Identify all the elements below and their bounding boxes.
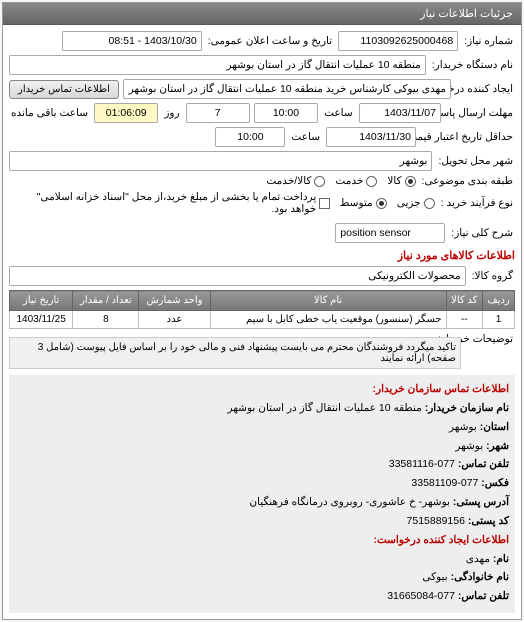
items-section-title: اطلاعات کالاهای مورد نیاز: [9, 249, 515, 262]
radio-small-label: جزیی: [397, 197, 421, 209]
datetime-field: 1403/10/30 - 08:51: [62, 31, 202, 51]
contact-button[interactable]: اطلاعات تماس خریدار: [9, 80, 119, 99]
buyer-dev-field: منطقه 10 عملیات انتقال گاز در استان بوشه…: [9, 55, 426, 75]
zip-label: کد پستی:: [468, 515, 509, 527]
creator-field: مهدی بیوکی کارشناس خرید منطقه 10 عملیات …: [123, 79, 451, 99]
class-label: طبقه بندی موضوعی:: [420, 175, 515, 187]
deliver-city-label: شهر محل تحویل:: [436, 155, 515, 167]
cell-unit: عدد: [139, 311, 210, 329]
fax-label: فکس:: [481, 477, 509, 489]
reply-time-field: 10:00: [254, 103, 318, 123]
cell-code: --: [446, 311, 482, 329]
class-radio-group: کالا خدمت کالا/خدمت: [266, 175, 415, 187]
deliver-city-field: بوشهر: [9, 151, 432, 171]
radio-both-icon: [314, 176, 325, 187]
reply-date-field: 1403/11/07: [359, 103, 441, 123]
radio-both-label: کالا/خدمت: [266, 175, 311, 187]
process-label: نوع فرآیند خرید :: [439, 197, 515, 209]
remain-field: 01:06:09: [94, 103, 158, 123]
col-code: کد کالا: [446, 291, 482, 311]
name-value: مهدی: [466, 553, 490, 565]
desc-field: position sensor: [335, 223, 445, 243]
radio-mid-label: متوسط: [340, 197, 373, 209]
buyer-dev-label: نام دستگاه خریدار:: [430, 59, 515, 71]
radio-small[interactable]: جزیی: [397, 197, 435, 209]
state-label: استان:: [480, 421, 509, 433]
pay-checkbox[interactable]: پرداخت تمام یا بخشی از مبلغ خرید،از محل …: [9, 191, 330, 215]
radio-goods-label: کالا: [387, 175, 401, 187]
cell-row: 1: [483, 311, 515, 329]
day-label: روز: [162, 107, 181, 119]
datetime-label: تاریخ و ساعت اعلان عمومی:: [206, 35, 334, 47]
radio-goods[interactable]: کالا: [387, 175, 415, 187]
need-no-field: 1103092625000468: [338, 31, 458, 51]
col-qty: تعداد / مقدار: [73, 291, 139, 311]
group-label: گروه کالا:: [470, 270, 515, 282]
city-label: شهر:: [486, 440, 509, 452]
radio-service[interactable]: خدمت: [335, 175, 377, 187]
detail-panel: جزئیات اطلاعات نیاز شماره نیاز: 11030926…: [2, 2, 522, 620]
radio-goods-icon: [405, 176, 416, 187]
radio-service-label: خدمت: [335, 175, 363, 187]
note-label: توضیحات خریدار:: [465, 333, 515, 345]
table-row: 1 -- حسگر (سنسور) موقعیت یاب خطی کابل با…: [10, 311, 515, 329]
addr-label: آدرس پستی:: [453, 496, 509, 508]
days-field: 7: [186, 103, 250, 123]
checkbox-icon: [319, 198, 329, 209]
panel-header: جزئیات اطلاعات نیاز: [3, 3, 521, 25]
cell-name: حسگر (سنسور) موقعیت یاب خطی کابل با سیم: [210, 311, 446, 329]
ctel-label: تلفن تماس:: [458, 590, 509, 602]
valid-label: حداقل تاریخ اعتبار قیمت: تا تاریخ:: [420, 131, 515, 143]
reply-label: مهلت ارسال پاسخ:: [445, 107, 515, 119]
zip-value: 7515889156: [407, 515, 465, 527]
need-no-label: شماره نیاز:: [462, 35, 515, 47]
fax-value: 077-33581109: [411, 477, 478, 489]
radio-service-icon: [366, 176, 377, 187]
org-label: نام سازمان خریدار:: [425, 402, 509, 414]
col-name: نام کالا: [210, 291, 446, 311]
cell-qty: 8: [73, 311, 139, 329]
note-box: تاکید میگردد فروشندگان محترم می بایست پی…: [9, 337, 461, 369]
remain-label: ساعت باقی مانده: [9, 107, 90, 119]
req-creator-title: اطلاعات ایجاد کننده درخواست:: [15, 532, 509, 550]
cell-date: 1403/11/25: [10, 311, 73, 329]
lname-label: نام خانوادگی:: [451, 571, 509, 583]
city-value: بوشهر: [455, 440, 483, 452]
col-date: تاریخ نیاز: [10, 291, 73, 311]
contact-title: اطلاعات تماس سازمان خریدار:: [15, 381, 509, 399]
col-unit: واحد شمارش: [139, 291, 210, 311]
process-radio-group: جزیی متوسط پرداخت تمام یا بخشی از مبلغ خ…: [9, 191, 435, 215]
radio-small-icon: [424, 198, 435, 209]
pay-note-label: پرداخت تمام یا بخشی از مبلغ خرید،از محل …: [9, 191, 316, 215]
items-table: ردیف کد کالا نام کالا واحد شمارش تعداد /…: [9, 290, 515, 329]
lname-value: بیوکی: [422, 571, 447, 583]
desc-label: شرح کلی نیاز:: [449, 227, 515, 239]
tel-value: 077-33581116: [389, 458, 455, 470]
name-label: نام:: [493, 553, 509, 565]
panel-content: شماره نیاز: 1103092625000468 تاریخ و ساع…: [3, 25, 521, 619]
valid-time-field: 10:00: [215, 127, 285, 147]
radio-mid-icon: [376, 198, 387, 209]
creator-label: ایجاد کننده درخواست:: [455, 83, 515, 95]
addr-value: بوشهر- خ عاشوری- روبروی درمانگاه فرهنگیا…: [249, 496, 450, 508]
time-label-1: ساعت: [322, 107, 355, 119]
col-row: ردیف: [483, 291, 515, 311]
state-value: بوشهر: [449, 421, 477, 433]
ctel-value: 077-31665084: [387, 590, 455, 602]
org-value: منطقه 10 عملیات انتقال گاز در استان بوشه…: [228, 402, 422, 414]
valid-date-field: 1403/11/30: [326, 127, 416, 147]
group-field: محصولات الکترونیکی: [9, 266, 466, 286]
radio-mid[interactable]: متوسط: [340, 197, 387, 209]
tel-label: تلفن تماس:: [458, 458, 509, 470]
contact-section: اطلاعات تماس سازمان خریدار: نام سازمان خ…: [9, 375, 515, 613]
time-label-2: ساعت: [289, 131, 322, 143]
radio-both[interactable]: کالا/خدمت: [266, 175, 325, 187]
